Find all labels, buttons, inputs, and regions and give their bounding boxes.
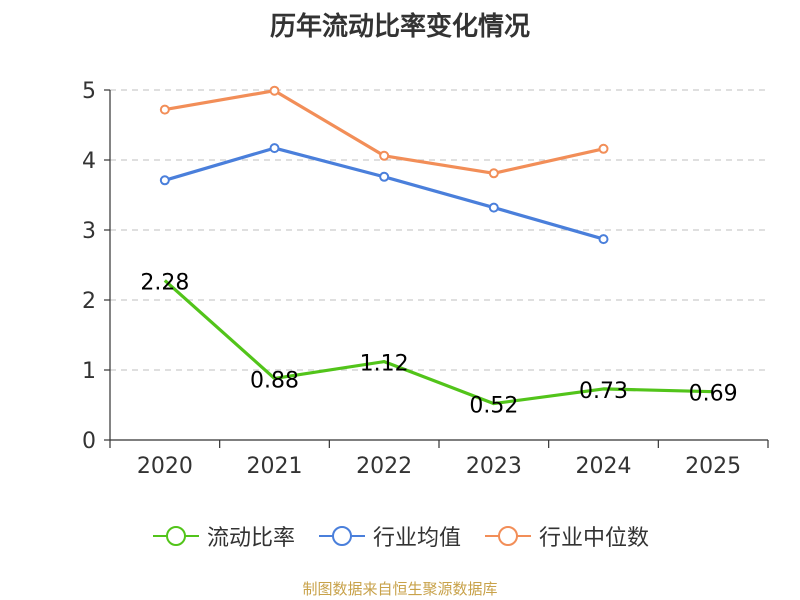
data-point <box>379 171 390 182</box>
data-point <box>598 234 609 245</box>
series-line-1 <box>164 146 604 241</box>
x-tick-label: 2023 <box>466 454 522 479</box>
y-tick-label: 4 <box>82 149 96 174</box>
legend-line-icon <box>485 526 531 546</box>
legend-item-industry-median[interactable]: 行业中位数 <box>483 520 649 552</box>
y-tick-label: 1 <box>82 359 96 384</box>
legend-line-icon <box>152 526 199 546</box>
data-point <box>159 175 170 186</box>
data-label: 2.28 <box>140 270 189 295</box>
x-tick-label: 2020 <box>137 454 193 479</box>
legend-label: 行业中位数 <box>539 526 650 551</box>
data-label: 0.52 <box>469 394 518 419</box>
gridlines <box>110 89 768 371</box>
data-point <box>269 143 280 154</box>
y-tick-label: 5 <box>82 79 96 104</box>
data-point <box>159 104 170 115</box>
x-tick-label: 2024 <box>576 454 632 479</box>
data-point <box>488 168 499 179</box>
legend-item-industry-mean[interactable]: 行业均值 <box>317 520 461 552</box>
y-tick-label: 0 <box>82 429 96 454</box>
y-tick-label: 3 <box>82 219 96 244</box>
legend-item-current-ratio[interactable]: 流动比率 <box>151 520 295 552</box>
data-point <box>269 85 280 96</box>
data-point <box>379 150 390 161</box>
data-point <box>598 143 609 154</box>
data-label: 0.88 <box>250 368 299 393</box>
x-tick-label: 2022 <box>356 454 412 479</box>
legend: 流动比率 行业均值 行业中位数 <box>0 520 800 552</box>
data-labels: 2.28 0.88 1.12 0.52 0.73 0.69 <box>140 270 737 418</box>
x-tick-label: 2021 <box>247 454 303 479</box>
data-label: 1.12 <box>360 352 409 377</box>
y-tick-label: 2 <box>82 289 96 314</box>
legend-label: 行业均值 <box>372 526 461 551</box>
series-lines <box>159 85 714 406</box>
chart-title: 历年流动比率变化情况 <box>269 12 530 42</box>
axes: 0 1 2 3 4 5 2020 2021 2022 2023 2024 2025 <box>82 79 769 479</box>
legend-line-icon <box>318 526 365 546</box>
data-point <box>488 202 499 213</box>
data-label: 0.73 <box>579 379 628 404</box>
legend-label: 流动比率 <box>206 526 295 551</box>
data-label: 0.69 <box>689 382 738 407</box>
x-tick-label: 2025 <box>685 454 741 479</box>
series-line-0 <box>163 279 714 406</box>
source-note: 制图数据来自恒生聚源数据库 <box>302 580 498 598</box>
